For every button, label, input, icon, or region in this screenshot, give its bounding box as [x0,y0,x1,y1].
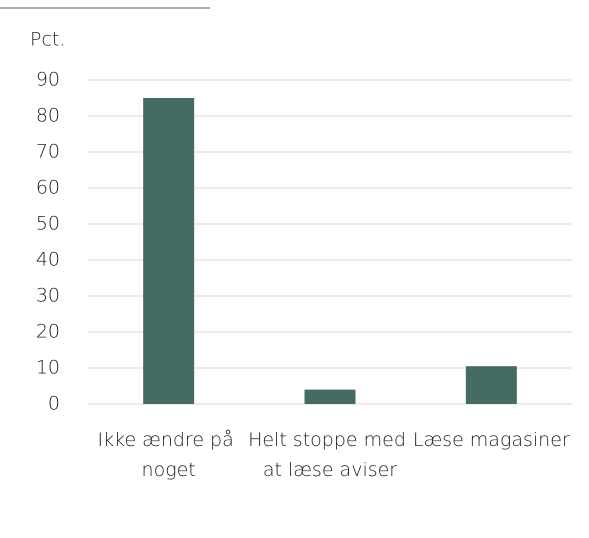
y-tick-label: 20 [36,321,60,343]
y-tick-label: 60 [36,177,60,199]
y-tick-label: 90 [36,69,60,91]
y-tick-label: 50 [36,213,60,235]
y-tick-label: 40 [36,249,60,271]
x-tick-label: Ikke ændre på noget [98,429,240,481]
x-tick-label: Læse magasiner [413,429,570,451]
y-axis-label: Pct. [30,29,65,51]
bar [304,389,356,404]
y-tick-label: 70 [36,141,60,163]
bar [465,366,517,404]
y-tick-label: 10 [36,357,60,379]
y-tick-label: 0 [48,393,60,415]
y-tick-label: 80 [36,105,60,127]
x-tick-label: Helt stoppe med at læse aviser [248,429,412,481]
y-tick-label: 30 [36,285,60,307]
bar [143,98,195,404]
